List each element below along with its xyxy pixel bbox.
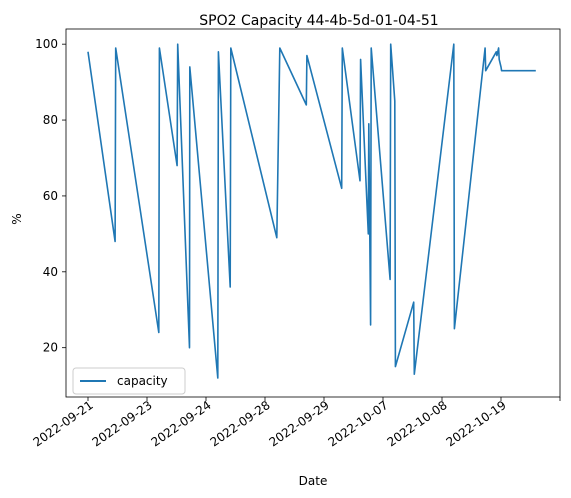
x-tick-label-3: 2022-09-28 bbox=[208, 398, 273, 449]
x-tick-label-0: 2022-09-21 bbox=[31, 398, 96, 449]
x-tick-label-5: 2022-10-07 bbox=[326, 398, 391, 449]
x-tick-label-6: 2022-10-08 bbox=[385, 398, 450, 449]
x-tick-label-4: 2022-09-29 bbox=[267, 398, 332, 449]
y-tick-label-60: 60 bbox=[43, 189, 58, 203]
series-layer bbox=[88, 44, 536, 378]
y-tick-label-20: 20 bbox=[43, 341, 58, 355]
y-tick-label-100: 100 bbox=[35, 37, 58, 51]
y-axis-label: % bbox=[10, 213, 24, 224]
x-axis: 2022-09-212022-09-232022-09-242022-09-28… bbox=[31, 397, 560, 449]
y-tick-label-40: 40 bbox=[43, 265, 58, 279]
series-line-capacity bbox=[88, 44, 536, 378]
x-tick-label-1: 2022-09-23 bbox=[90, 398, 155, 449]
plot-area bbox=[66, 29, 560, 397]
y-tick-label-80: 80 bbox=[43, 113, 58, 127]
x-tick-label-7: 2022-10-19 bbox=[444, 398, 509, 449]
legend: capacity bbox=[73, 368, 185, 394]
x-axis-label: Date bbox=[299, 474, 328, 488]
legend-label-capacity: capacity bbox=[117, 374, 168, 388]
y-axis: 20 40 60 80 100 bbox=[35, 37, 66, 355]
x-tick-label-2: 2022-09-24 bbox=[149, 398, 214, 449]
chart-title: SPO2 Capacity 44-4b-5d-01-04-51 bbox=[199, 13, 438, 29]
